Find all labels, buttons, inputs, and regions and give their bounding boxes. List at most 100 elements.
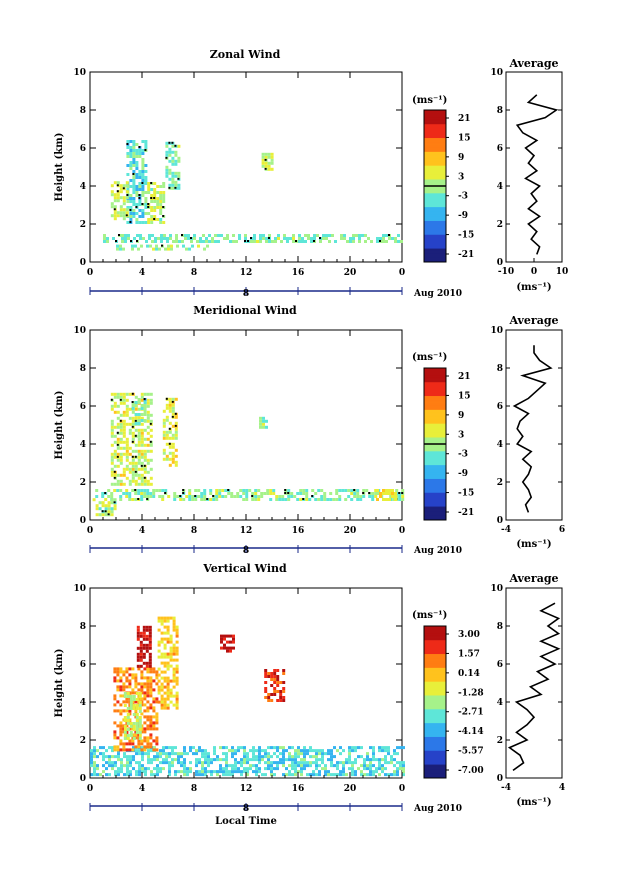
avg-y-tick-label: 8 [497,106,503,116]
heat-cell [141,167,145,170]
colorbar-band [424,501,446,505]
heat-cell [119,724,123,728]
heat-cell [122,688,126,692]
heat-cell [296,498,300,501]
heat-cell [303,761,306,765]
heat-cell [135,185,139,188]
heat-cell [129,212,133,215]
colorbar-band [424,119,446,122]
heat-cell [162,191,166,194]
heat-cell [348,752,351,756]
contour-dot [398,492,401,494]
heat-cell [162,448,166,452]
heat-cell [132,143,136,146]
colorbar-band [424,485,446,489]
heat-cell [92,498,96,502]
heat-cell [243,770,246,774]
heat-cell [299,492,303,495]
heat-cell [325,237,328,240]
x-tick-label: 4 [139,268,145,278]
contour-dot [144,149,147,151]
heat-cell [126,146,130,149]
colorbar-band [424,220,446,224]
heat-cell [113,489,117,492]
heat-cell [140,428,144,432]
heat-cell [327,770,330,774]
heat-cell [252,752,255,756]
heat-cell [129,761,132,765]
contour-dot [118,234,120,236]
heat-cell [148,631,152,635]
heat-cell [135,692,139,695]
heat-cell [189,767,192,771]
heat-cell [148,625,152,629]
heat-cell [146,495,150,498]
contour-dot [174,424,177,427]
heat-cell [193,234,196,237]
heat-cell [322,237,325,240]
heat-cell [174,415,178,419]
x-tick-label: 16 [292,268,305,278]
colorbar-band [424,386,446,390]
heat-cell [141,158,145,161]
heat-cell [195,758,198,762]
heat-cell [150,770,153,774]
contour-dot [116,455,119,458]
heat-cell [171,171,175,175]
contour-dot [143,476,146,479]
heat-cell [138,170,142,173]
heat-cell [174,162,178,166]
heat-cell [264,767,267,771]
heat-cell [339,746,342,750]
heat-cell [119,685,123,689]
colorbar-band [424,372,446,376]
heat-cell [143,667,147,671]
heat-cell [113,452,117,456]
heat-cell [129,155,133,158]
contour-dot [134,489,137,491]
heat-cell [140,437,144,441]
heat-cell [279,681,283,684]
heat-cell [149,667,153,671]
heat-cell [146,679,150,683]
heat-cell [128,709,132,713]
heat-cell [209,498,213,501]
avg-y-tick-label: 4 [497,698,503,708]
heat-cell [170,247,173,251]
heat-cell [232,240,235,243]
heat-cell [132,722,136,725]
colorbar-band [424,469,446,473]
colorbar-band [424,496,446,500]
heat-cell [119,413,123,417]
colorbar-band [424,771,446,774]
heat-cell [231,746,234,750]
heat-cell [382,237,385,240]
heat-cell [141,746,144,750]
x-tick-label: 20 [344,268,357,278]
heat-cell [140,748,144,752]
contour-dot [244,240,246,242]
heat-cell [183,749,186,753]
heat-cell [99,752,102,756]
contour-dot [113,470,116,473]
heat-cell [220,637,223,641]
colorbar-tick-label: 9 [458,153,464,163]
heat-cell [126,713,130,716]
heat-cell [385,240,388,243]
heat-cell [347,489,351,492]
y-tick-label: 6 [80,660,86,670]
heat-cell [369,764,372,768]
heat-cell [110,214,114,218]
heat-cell [169,652,173,656]
heat-cell [204,752,207,756]
heat-cell [258,770,261,774]
heat-cell [172,673,176,677]
heat-cell [360,770,363,774]
heat-cell [276,755,279,759]
heat-cell [393,749,396,753]
x-tick-label: 4 [139,526,145,536]
x-tick-label: 8 [191,268,197,278]
colorbar-tick-label: 15 [458,391,471,401]
heat-cell [265,425,268,429]
